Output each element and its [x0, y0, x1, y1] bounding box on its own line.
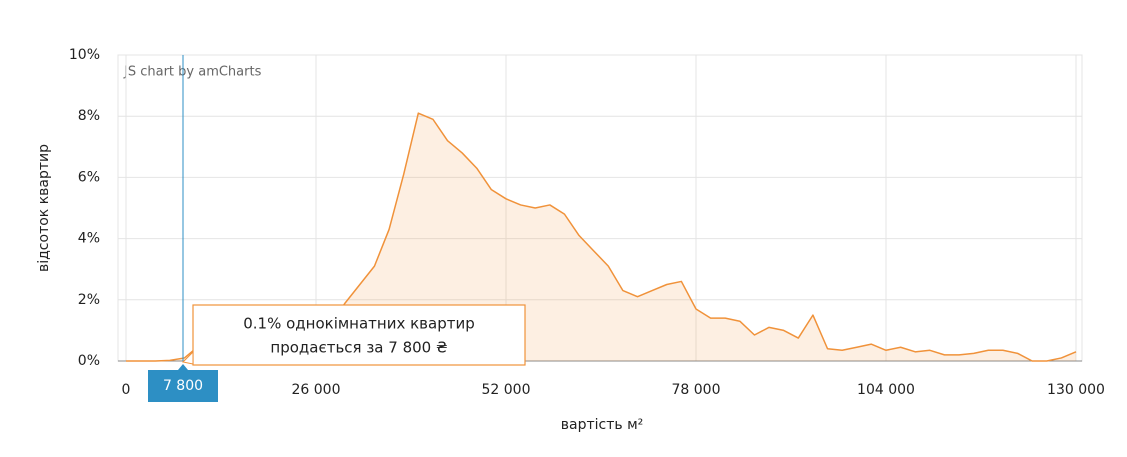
cursor-label-box: [148, 370, 218, 402]
cursor-label: 7 800: [163, 378, 203, 394]
y-tick-label: 10%: [69, 47, 100, 63]
cursor-label-pointer: [178, 364, 188, 370]
y-tick-label: 6%: [78, 169, 100, 185]
x-tick-label: 130 000: [1047, 382, 1105, 398]
tooltip-text: 0.1% однокімнатних квартир: [243, 315, 475, 333]
y-tick-label: 2%: [78, 292, 100, 308]
x-tick-label: 52 000: [482, 382, 531, 398]
watermark: JS chart by amCharts: [123, 65, 262, 80]
x-tick-label: 0: [122, 382, 131, 398]
x-tick-label: 104 000: [857, 382, 915, 398]
tooltip-box: [192, 304, 526, 366]
tooltip-text: продається за 7 800 ₴: [270, 339, 447, 357]
y-tick-label: 0%: [78, 353, 100, 369]
x-axis-title: вартість м²: [561, 417, 644, 433]
y-tick-label: 8%: [78, 108, 100, 124]
y-axis-title: відсоток квартир: [36, 144, 52, 272]
area-fill: [126, 113, 1076, 361]
tooltip: 0.1% однокімнатних квартир продається за …: [181, 304, 526, 366]
y-tick-label: 4%: [78, 231, 100, 247]
tooltip-pointer: [181, 350, 194, 365]
x-tick-label: 26 000: [292, 382, 341, 398]
x-tick-label: 78 000: [672, 382, 721, 398]
